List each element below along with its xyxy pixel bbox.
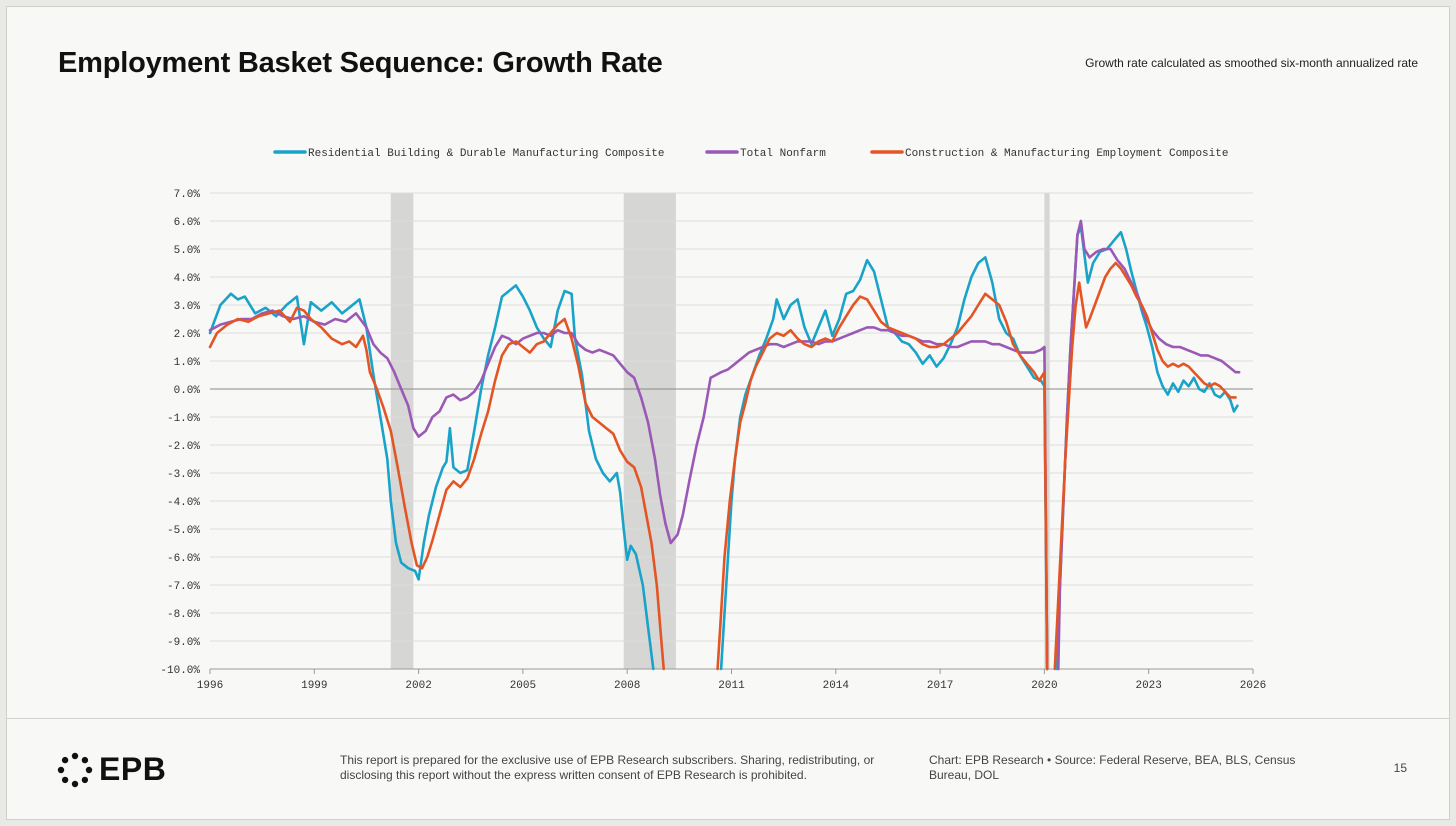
logo-text: EPB (99, 751, 167, 787)
x-tick-label: 2017 (927, 680, 953, 692)
epb-logo-icon (57, 752, 93, 787)
y-tick-label: 2.0% (174, 329, 201, 341)
y-tick-label: 6.0% (174, 217, 201, 229)
slide: Employment Basket Sequence: Growth Rate … (6, 6, 1450, 820)
x-tick-label: 2005 (510, 680, 536, 692)
x-tick-label: 2011 (718, 680, 745, 692)
series-line-2 (1057, 219, 1241, 671)
y-tick-label: 5.0% (174, 245, 201, 257)
x-tick-label: 2002 (405, 680, 431, 692)
y-tick-label: -7.0% (167, 581, 200, 593)
y-tick-label: -4.0% (167, 497, 200, 509)
disclaimer: This report is prepared for the exclusiv… (340, 753, 875, 782)
y-tick-label: -1.0% (167, 413, 200, 425)
page-number: 15 (1393, 761, 1407, 775)
x-tick-label: 1996 (197, 680, 223, 692)
y-tick-label: 4.0% (174, 273, 201, 285)
x-tick-label: 2008 (614, 680, 640, 692)
recession-band (390, 193, 414, 669)
series-line-3 (716, 292, 1049, 671)
y-tick-label: -3.0% (167, 469, 200, 481)
y-tick-label: -9.0% (167, 637, 200, 649)
series-line-1 (1055, 225, 1239, 671)
chart-subtitle: Growth rate calculated as smoothed six-m… (1085, 56, 1418, 70)
y-tick-label: -6.0% (167, 553, 200, 565)
legend-label: Residential Building & Durable Manufactu… (308, 148, 664, 160)
epb-logo: EPB (57, 751, 166, 788)
legend-label: Construction & Manufacturing Employment … (905, 148, 1228, 160)
recession-band (1044, 193, 1050, 669)
y-tick-label: -8.0% (167, 609, 200, 621)
series-line-3 (1053, 261, 1237, 671)
y-tick-label: 1.0% (174, 357, 201, 369)
series-line-2 (208, 309, 1049, 671)
source-credit: Chart: EPB Research • Source: Federal Re… (929, 753, 1296, 782)
y-tick-label: -10.0% (160, 665, 200, 677)
x-tick-label: 2026 (1240, 680, 1266, 692)
y-tick-label: -2.0% (167, 441, 200, 453)
series-line-1 (719, 256, 1049, 671)
legend-label: Total Nonfarm (740, 148, 826, 160)
series-line-3 (208, 306, 665, 671)
footer-divider (7, 718, 1449, 719)
x-tick-label: 1999 (301, 680, 327, 692)
y-tick-label: 0.0% (174, 385, 201, 397)
x-tick-label: 2014 (823, 680, 850, 692)
series-line-1 (208, 284, 655, 671)
x-tick-label: 2023 (1135, 680, 1161, 692)
y-tick-label: 3.0% (174, 301, 201, 313)
y-tick-label: 7.0% (174, 189, 201, 201)
page-title: Employment Basket Sequence: Growth Rate (58, 47, 663, 79)
x-tick-label: 2020 (1031, 680, 1057, 692)
y-tick-label: -5.0% (167, 525, 200, 537)
